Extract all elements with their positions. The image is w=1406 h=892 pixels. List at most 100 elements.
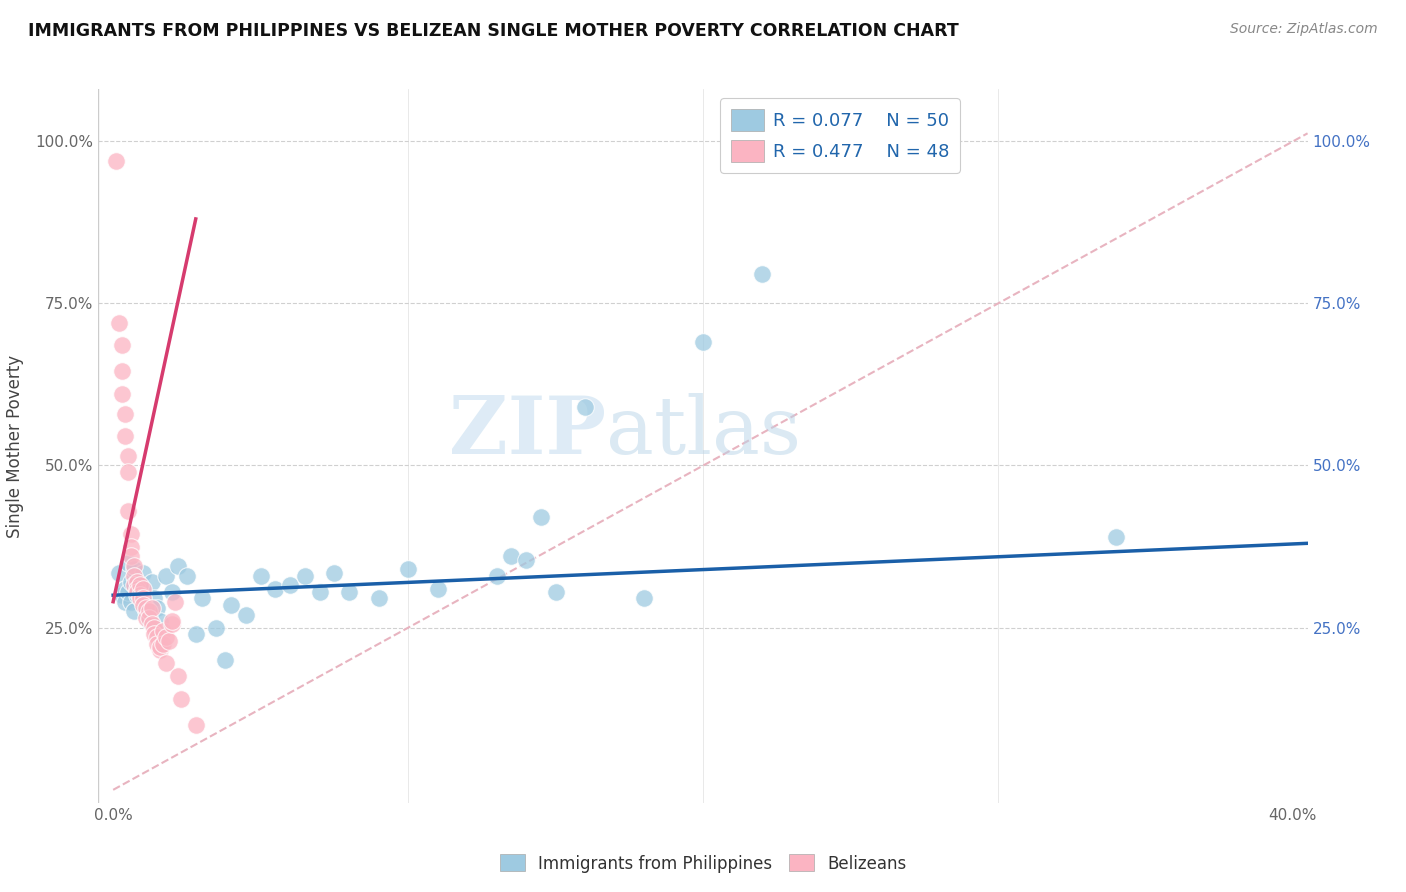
Point [155,631,177,645]
Point [108,566,131,580]
Point [131,591,153,606]
Y-axis label: Single Mother Poverty: Single Mother Poverty [7,354,24,538]
Point [308,585,330,599]
Point [117,449,139,463]
Point [633,591,655,606]
Point [157,633,180,648]
Point [128,588,150,602]
Point [135,601,157,615]
Point [122,559,145,574]
Point [160,614,183,628]
Point [128,578,150,592]
Point [149,643,172,657]
Point [167,559,190,574]
Point [128,591,150,606]
Point [108,316,131,330]
Point [501,549,523,564]
Point [143,627,166,641]
Point [143,621,166,635]
Point [160,617,183,632]
Point [337,585,360,599]
Point [138,611,160,625]
Point [214,653,236,667]
Point [323,566,346,580]
Point [294,568,316,582]
Text: Source: ZipAtlas.com: Source: ZipAtlas.com [1230,22,1378,37]
Point [264,582,287,596]
Point [120,540,142,554]
Point [117,556,139,570]
Point [574,400,596,414]
Point [114,407,136,421]
Point [141,601,163,615]
Point [152,637,174,651]
Point [1105,530,1128,544]
Point [149,614,172,628]
Point [149,640,172,654]
Point [141,575,163,590]
Point [176,568,198,582]
Legend: R = 0.077    N = 50, R = 0.477    N = 48: R = 0.077 N = 50, R = 0.477 N = 48 [720,98,960,173]
Point [184,627,207,641]
Point [122,562,145,576]
Point [111,588,134,602]
Point [751,267,773,281]
Point [141,617,163,632]
Point [122,568,145,582]
Point [117,585,139,599]
Point [396,562,419,576]
Point [105,153,128,168]
Point [170,692,193,706]
Point [131,598,153,612]
Point [131,595,153,609]
Point [515,552,537,566]
Point [205,621,228,635]
Point [426,582,449,596]
Point [135,611,157,625]
Point [146,631,169,645]
Point [530,510,553,524]
Point [114,595,136,609]
Text: ZIP: ZIP [450,392,606,471]
Point [117,465,139,479]
Point [120,575,142,590]
Point [125,575,148,590]
Point [131,566,153,580]
Point [485,568,508,582]
Point [155,657,177,671]
Point [146,637,169,651]
Point [117,504,139,518]
Point [111,387,134,401]
Point [131,582,153,596]
Point [125,588,148,602]
Point [120,595,142,609]
Point [143,591,166,606]
Point [692,335,714,350]
Point [152,624,174,638]
Point [111,338,134,352]
Text: IMMIGRANTS FROM PHILIPPINES VS BELIZEAN SINGLE MOTHER POVERTY CORRELATION CHART: IMMIGRANTS FROM PHILIPPINES VS BELIZEAN … [28,22,959,40]
Point [235,607,257,622]
Point [167,669,190,683]
Point [184,718,207,732]
Point [138,614,160,628]
Point [155,568,177,582]
Point [114,429,136,443]
Point [160,585,183,599]
Point [128,578,150,592]
Legend: Immigrants from Philippines, Belizeans: Immigrants from Philippines, Belizeans [494,847,912,880]
Point [190,591,212,606]
Point [249,568,271,582]
Point [120,549,142,564]
Point [367,591,389,606]
Point [120,526,142,541]
Point [125,585,148,599]
Point [278,578,301,592]
Point [122,604,145,618]
Text: atlas: atlas [606,392,801,471]
Point [165,595,187,609]
Point [122,578,145,592]
Point [125,582,148,596]
Point [544,585,567,599]
Point [111,364,134,378]
